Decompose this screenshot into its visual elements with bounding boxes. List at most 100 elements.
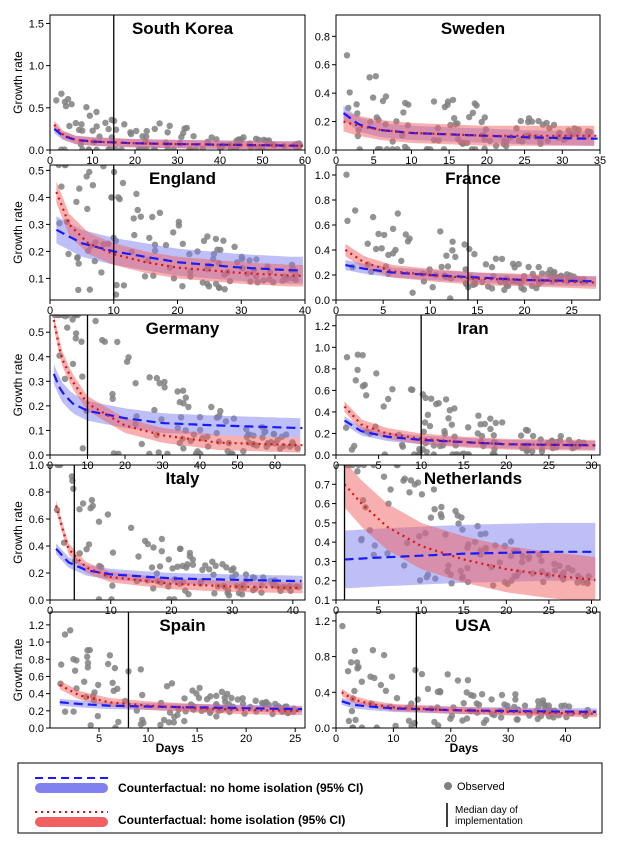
observed-point [343,354,351,361]
observed-point [524,427,531,434]
observed-point [471,250,478,258]
observed-point [372,245,380,253]
observed-point [346,89,353,96]
observed-point [119,179,127,187]
y-tick-label: 1.2 [315,321,330,333]
no-iso-fit-line [53,128,303,147]
observed-point [66,122,73,130]
panel-usa: USA 0 10 20 30 40 0.0 0.4 0.8 1.2 [315,611,601,745]
observed-point [109,390,116,398]
legend-median-label-1: Median day of [455,805,518,816]
observed-point [171,596,178,600]
iso-fit-line [343,483,596,582]
observed-point [452,253,459,261]
observed-point [234,696,242,703]
y-tick-label: 0.3 [29,376,44,388]
observed-point [400,109,407,116]
observed-point [133,127,140,135]
observed-point [116,195,123,203]
y-tick-label: 1.0 [29,61,44,73]
observed-point [406,235,413,242]
panel-frame [335,164,601,301]
observed-point [131,231,138,239]
x-tick-label: 10 [142,733,154,745]
y-tick-label: 0.8 [315,195,330,207]
observed-point [529,432,537,440]
observed-point [65,250,72,258]
observed-point [137,666,144,673]
observed-point [431,718,438,726]
observed-point [499,419,506,426]
x-tick-label: 30 [556,155,568,167]
no-iso-fit-line [59,701,303,711]
x-tick-label: 10 [105,605,117,617]
observed-point [347,659,355,666]
observed-point [409,289,416,296]
observed-point [465,424,472,431]
x-tick-label: 5 [371,155,377,167]
y-tick-label: 0.5 [29,103,44,115]
observed-point [478,691,486,698]
observed-point [509,260,517,267]
observed-point [156,380,163,387]
x-tick-label: 20 [171,305,183,317]
observed-point [72,119,80,127]
observed-point [520,286,528,293]
y-tick-label: 1.0 [315,170,330,182]
observed-point [491,451,498,455]
observed-point [414,696,421,703]
observed-point [364,240,371,247]
observed-point [85,541,93,548]
x-tick-label: 30 [585,605,597,617]
observed-point [452,451,460,455]
panel-frame [49,611,306,729]
observed-point [428,395,435,402]
observed-point [444,263,452,270]
observed-point [430,451,437,455]
observed-point [466,113,473,121]
observed-point [164,450,171,455]
observed-point [461,241,468,248]
panel-frame [49,464,306,601]
observed-point [398,441,406,449]
y-tick-label: 0.0 [29,145,44,157]
x-tick-label: 20 [240,733,252,745]
y-tick-label: 0.6 [29,671,44,683]
observed-point [380,403,387,410]
x-tick-label: 30 [235,305,247,317]
observed-point [98,269,105,276]
y-tick-label: 1.2 [29,620,44,632]
no-iso-fit-line [55,547,302,583]
observed-point [55,165,62,169]
observed-point [110,687,117,694]
observed-point [153,374,160,382]
observed-point [437,228,444,235]
observed-point [143,127,150,135]
observed-point [182,394,189,401]
observed-point [477,421,484,428]
observed-point [469,109,477,117]
observed-point [458,514,465,521]
observed-point [378,245,385,252]
y-tick-label: 0.2 [315,117,330,129]
observed-point [203,696,211,703]
iso-ci-band [56,181,303,287]
observed-point [61,165,68,169]
x-tick-label: 5 [96,733,102,745]
observed-point [487,415,494,422]
observed-point [356,146,363,150]
observed-point [102,119,109,127]
observed-point [504,702,511,709]
observed-point [202,562,209,569]
panel-frame [335,14,601,151]
observed-point [440,146,448,150]
observed-point [383,146,391,150]
observed-point [85,146,93,150]
observed-point [68,101,75,108]
observed-point [373,724,380,728]
observed-point [190,133,197,140]
observed-point [411,481,418,488]
observed-point [470,692,477,699]
observed-point [134,206,141,214]
observed-point [551,268,558,276]
